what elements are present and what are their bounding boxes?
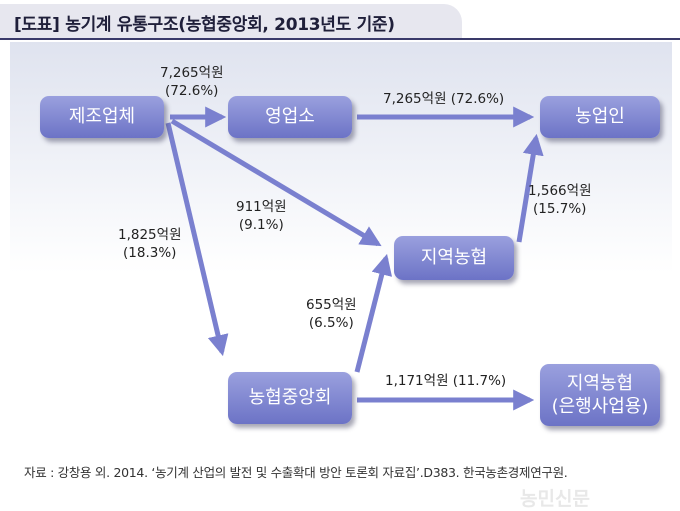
label-mfr-to-central-amount: 1,825억원 xyxy=(118,227,182,243)
label-mfr-to-local: 911억원 (9.1%) xyxy=(236,198,287,234)
node-local-coop: 지역농협 xyxy=(394,236,514,280)
label-mfr-to-dealer-amount: 7,265억원 xyxy=(160,65,224,81)
label-local-to-farmer-share: (15.7%) xyxy=(533,201,587,218)
node-dealer: 영업소 xyxy=(228,96,352,138)
node-manufacturer: 제조업체 xyxy=(40,96,164,138)
node-local-coop-bank: 지역농협 (은행사업용) xyxy=(540,364,660,426)
label-dealer-to-farmer: 7,265억원 (72.6%) xyxy=(383,91,505,107)
arrow-local-to-farmer xyxy=(516,133,544,243)
label-mfr-to-central-share: (18.3%) xyxy=(123,245,177,262)
label-mfr-to-dealer: 7,265억원 (72.6%) xyxy=(160,64,224,100)
figure-title: [도표] 농기계 유통구조(농협중앙회, 2013년도 기준) xyxy=(14,15,395,35)
node-farmer: 농업인 xyxy=(540,96,660,138)
arrow-mfr-to-central xyxy=(165,122,229,357)
label-central-to-local-amount: 655억원 xyxy=(306,297,357,313)
node-local-coop-bank-line1: 지역농협 xyxy=(566,372,634,394)
label-central-to-local: 655억원 (6.5%) xyxy=(306,296,357,332)
watermark: 농민신문 xyxy=(520,488,590,510)
label-local-to-farmer-amount: 1,566억원 xyxy=(528,183,592,199)
node-local-coop-bank-line2: (은행사업용) xyxy=(551,396,649,417)
title-tab xyxy=(0,4,462,38)
label-mfr-to-dealer-share: (72.6%) xyxy=(165,83,219,100)
label-central-to-bank: 1,171억원 (11.7%) xyxy=(385,373,507,389)
label-mfr-to-central: 1,825억원 (18.3%) xyxy=(118,226,182,262)
label-local-to-farmer: 1,566억원 (15.7%) xyxy=(528,182,592,218)
source-note: 자료 : 강창용 외. 2014. ‘농기계 산업의 발전 및 수출확대 방안 … xyxy=(24,465,568,480)
label-mfr-to-local-share: (9.1%) xyxy=(238,217,284,234)
label-mfr-to-local-amount: 911억원 xyxy=(236,199,287,215)
label-central-to-local-share: (6.5%) xyxy=(308,315,354,332)
arrow-central-to-local xyxy=(354,253,393,373)
node-nh-central: 농협중앙회 xyxy=(228,372,352,424)
title-divider xyxy=(0,38,680,40)
arrow-mfr-to-local xyxy=(170,118,382,247)
